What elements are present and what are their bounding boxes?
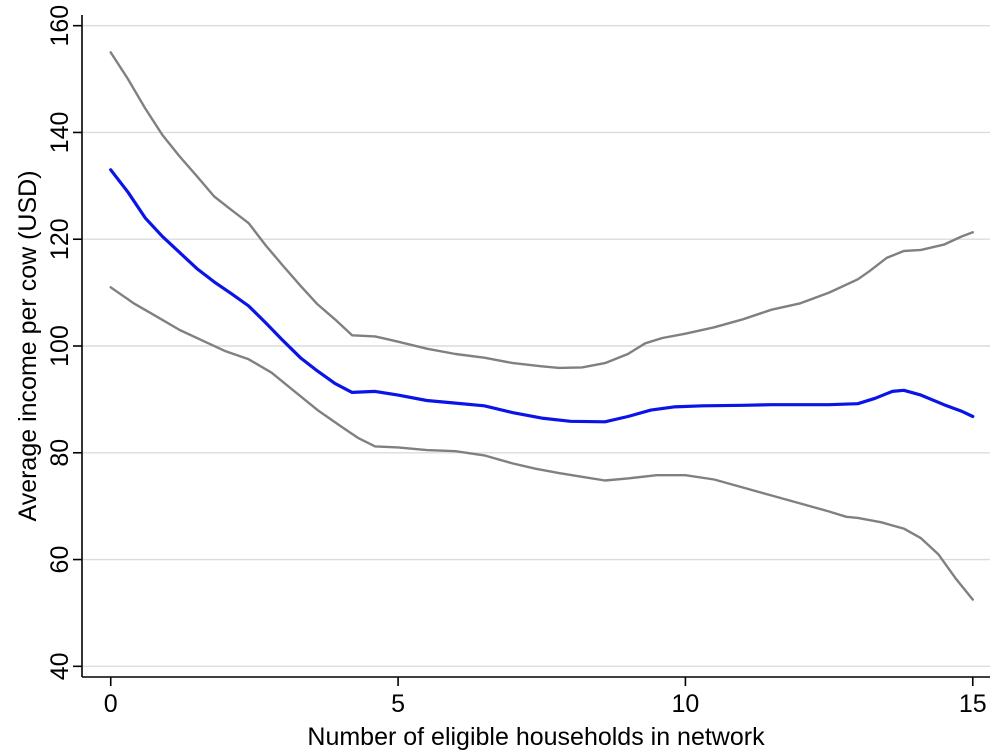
y-tick-label-140: 140 <box>46 112 74 154</box>
y-tick-label-80: 80 <box>46 439 74 467</box>
y-tick-label-120: 120 <box>46 218 74 260</box>
tick-marks: 40 60 80 100 120 140 160 0 5 10 15 <box>46 5 987 718</box>
series-lines <box>109 51 975 601</box>
series-line-lower-bound <box>109 286 974 601</box>
y-tick-label-40: 40 <box>46 652 74 680</box>
y-tick-label-60: 60 <box>46 546 74 574</box>
y-tick-label-160: 160 <box>46 5 74 47</box>
x-axis-title: Number of eligible households in network <box>307 723 765 751</box>
x-tick-label-10: 10 <box>672 690 700 718</box>
x-tick-label-5: 5 <box>391 690 405 718</box>
x-tick-label-0: 0 <box>104 690 118 718</box>
y-axis-title: Average income per cow (USD) <box>14 170 42 521</box>
series-line-upper-bound <box>109 51 974 370</box>
x-tick-label-15: 15 <box>959 690 987 718</box>
y-tick-label-100: 100 <box>46 325 74 367</box>
series-line-mean <box>109 168 975 424</box>
gridlines <box>82 24 990 668</box>
